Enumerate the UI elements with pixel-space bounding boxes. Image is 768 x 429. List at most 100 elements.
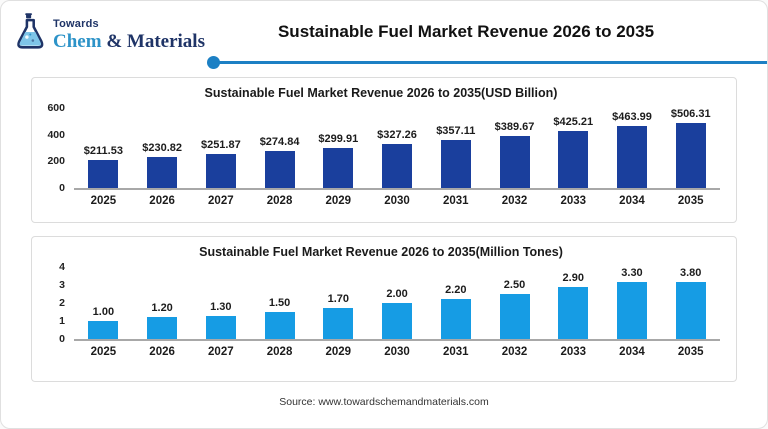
y-tick-label: 200 [47, 155, 65, 168]
x-tick-label: 2034 [619, 346, 645, 358]
bar-group: 3.30 [603, 267, 662, 339]
bar-group: $274.84 [250, 108, 309, 188]
bar-group: $251.87 [191, 108, 250, 188]
title-underline [207, 56, 767, 69]
bar-group: 2.00 [368, 267, 427, 339]
x-tick-label: 2027 [208, 346, 234, 358]
bar [499, 136, 530, 188]
logo-brand-materials: Materials [126, 30, 205, 52]
bar-group: $299.91 [309, 108, 368, 188]
chart-body: 0 1 2 3 4 1.00 1.20 1.30 1.50 1.70 2.00 2.20 2.50 2.… [42, 261, 720, 358]
bar-value-label: 1.00 [92, 306, 115, 318]
bar-value-label: $506.31 [670, 108, 711, 120]
bar-group: $425.21 [544, 108, 603, 188]
bar-group: 2.20 [426, 267, 485, 339]
x-tick-label: 2026 [149, 195, 175, 207]
x-tick-label: 2030 [384, 195, 410, 207]
bar [675, 282, 706, 339]
bar [382, 144, 413, 188]
bar [616, 282, 647, 339]
bar-group: $230.82 [133, 108, 192, 188]
x-tick-label: 2035 [677, 346, 704, 358]
x-tick-label: 2030 [384, 346, 410, 358]
page-title: Sustainable Fuel Market Revenue 2026 to … [277, 21, 655, 41]
plot-area: 1.00 1.20 1.30 1.50 1.70 2.00 2.20 2.50 2.90 3.30… [74, 267, 720, 341]
bar-value-label: 1.30 [210, 301, 232, 313]
bar-value-label: 3.30 [621, 267, 643, 279]
logo-towards-label: Towards [53, 17, 99, 30]
bar [147, 317, 178, 339]
x-tick-label: 2035 [677, 195, 704, 207]
bar-value-label: $357.11 [436, 125, 476, 137]
bar-group: $357.11 [426, 108, 485, 188]
bar-group: 2.90 [544, 267, 603, 339]
bar [558, 131, 589, 188]
bar-value-label: $299.91 [318, 133, 359, 145]
x-tick-label: 2026 [149, 346, 175, 358]
bar-group: $327.26 [368, 108, 427, 188]
plot-wrap: 1.00 1.20 1.30 1.50 1.70 2.00 2.20 2.50 2.90 3.30… [74, 267, 720, 358]
x-tick-label: 2025 [90, 346, 117, 358]
bar-group: 2.50 [485, 267, 544, 339]
bar-group: $211.53 [74, 108, 133, 188]
plot-wrap: $211.53 $230.82 $251.87 $274.84 $299.91 $327.… [74, 108, 720, 207]
bar-value-label: $251.87 [200, 139, 241, 151]
logo-brand-chem: Chem [53, 30, 102, 52]
y-tick-label: 0 [59, 333, 65, 345]
bar-value-label: $463.99 [612, 111, 652, 123]
logo-text: Towards Chem & Materials [53, 17, 205, 51]
bar [558, 287, 589, 339]
y-tick-label: 3 [59, 279, 65, 291]
chart-title-usd-billion: Sustainable Fuel Market Revenue 2026 to … [204, 86, 558, 100]
bar-value-label: $425.21 [553, 116, 594, 128]
bar [264, 312, 295, 339]
x-tick-label: 2031 [442, 195, 469, 207]
source-text: Source: www.towardschemandmaterials.com [279, 396, 489, 408]
bar [147, 157, 178, 188]
chart-panel-million-tones: Sustainable Fuel Market Revenue 2026 to … [31, 236, 737, 382]
x-tick-label: 2025 [90, 195, 117, 207]
logo: Towards Chem & Materials [15, 12, 211, 51]
logo-brand: Chem & Materials [53, 32, 205, 51]
bar-value-label: $230.82 [142, 142, 182, 154]
y-axis: 0 200 400 600 [42, 102, 74, 194]
x-tick-label: 2031 [442, 346, 469, 358]
bar-group: 1.20 [133, 267, 192, 339]
bar-group: $506.31 [661, 108, 720, 188]
bar [88, 321, 119, 339]
chart-body: 0 200 400 600 $211.53 $230.82 $251.87 $274.84 $… [42, 102, 720, 207]
y-tick-label: 600 [47, 102, 65, 114]
x-tick-label: 2028 [266, 195, 293, 207]
bar [382, 303, 413, 339]
bar-value-label: $211.53 [83, 145, 123, 157]
bar [205, 154, 236, 188]
y-axis: 0 1 2 3 4 [42, 261, 74, 345]
y-tick-label: 1 [59, 315, 65, 327]
bar-value-label: $274.84 [259, 136, 300, 148]
x-tick-label: 2033 [560, 195, 587, 207]
chart-title-million-tones: Sustainable Fuel Market Revenue 2026 to … [199, 245, 563, 259]
bar-value-label: 3.80 [680, 267, 702, 279]
x-tick-label: 2027 [208, 195, 234, 207]
bar-group: 1.00 [74, 267, 133, 339]
bar-group: $463.99 [603, 108, 662, 188]
x-tick-label: 2034 [619, 195, 645, 207]
x-tick-label: 2032 [501, 195, 528, 207]
y-tick-label: 400 [47, 128, 65, 141]
bar [264, 151, 295, 188]
bar-value-label: 1.20 [151, 302, 173, 314]
x-axis: 2025 2026 2027 2028 2029 2030 2031 2032 2033 2034… [74, 346, 720, 358]
x-tick-label: 2028 [266, 346, 293, 358]
x-axis: 2025 2026 2027 2028 2029 2030 2031 2032 2033 2034… [74, 195, 720, 207]
y-tick-label: 0 [59, 182, 65, 194]
bar-group: 3.80 [661, 267, 720, 339]
bar-value-label: $389.67 [494, 121, 535, 133]
bar-value-label: 1.70 [327, 293, 350, 305]
bar-value-label: 2.20 [445, 284, 467, 296]
header: Towards Chem & Materials Sustainable Fue… [1, 1, 767, 53]
accent-dot-icon [207, 56, 220, 69]
bar-group: 1.30 [191, 267, 250, 339]
x-tick-label: 2032 [501, 346, 528, 358]
plot-area: $211.53 $230.82 $251.87 $274.84 $299.91 $327.… [74, 108, 720, 190]
